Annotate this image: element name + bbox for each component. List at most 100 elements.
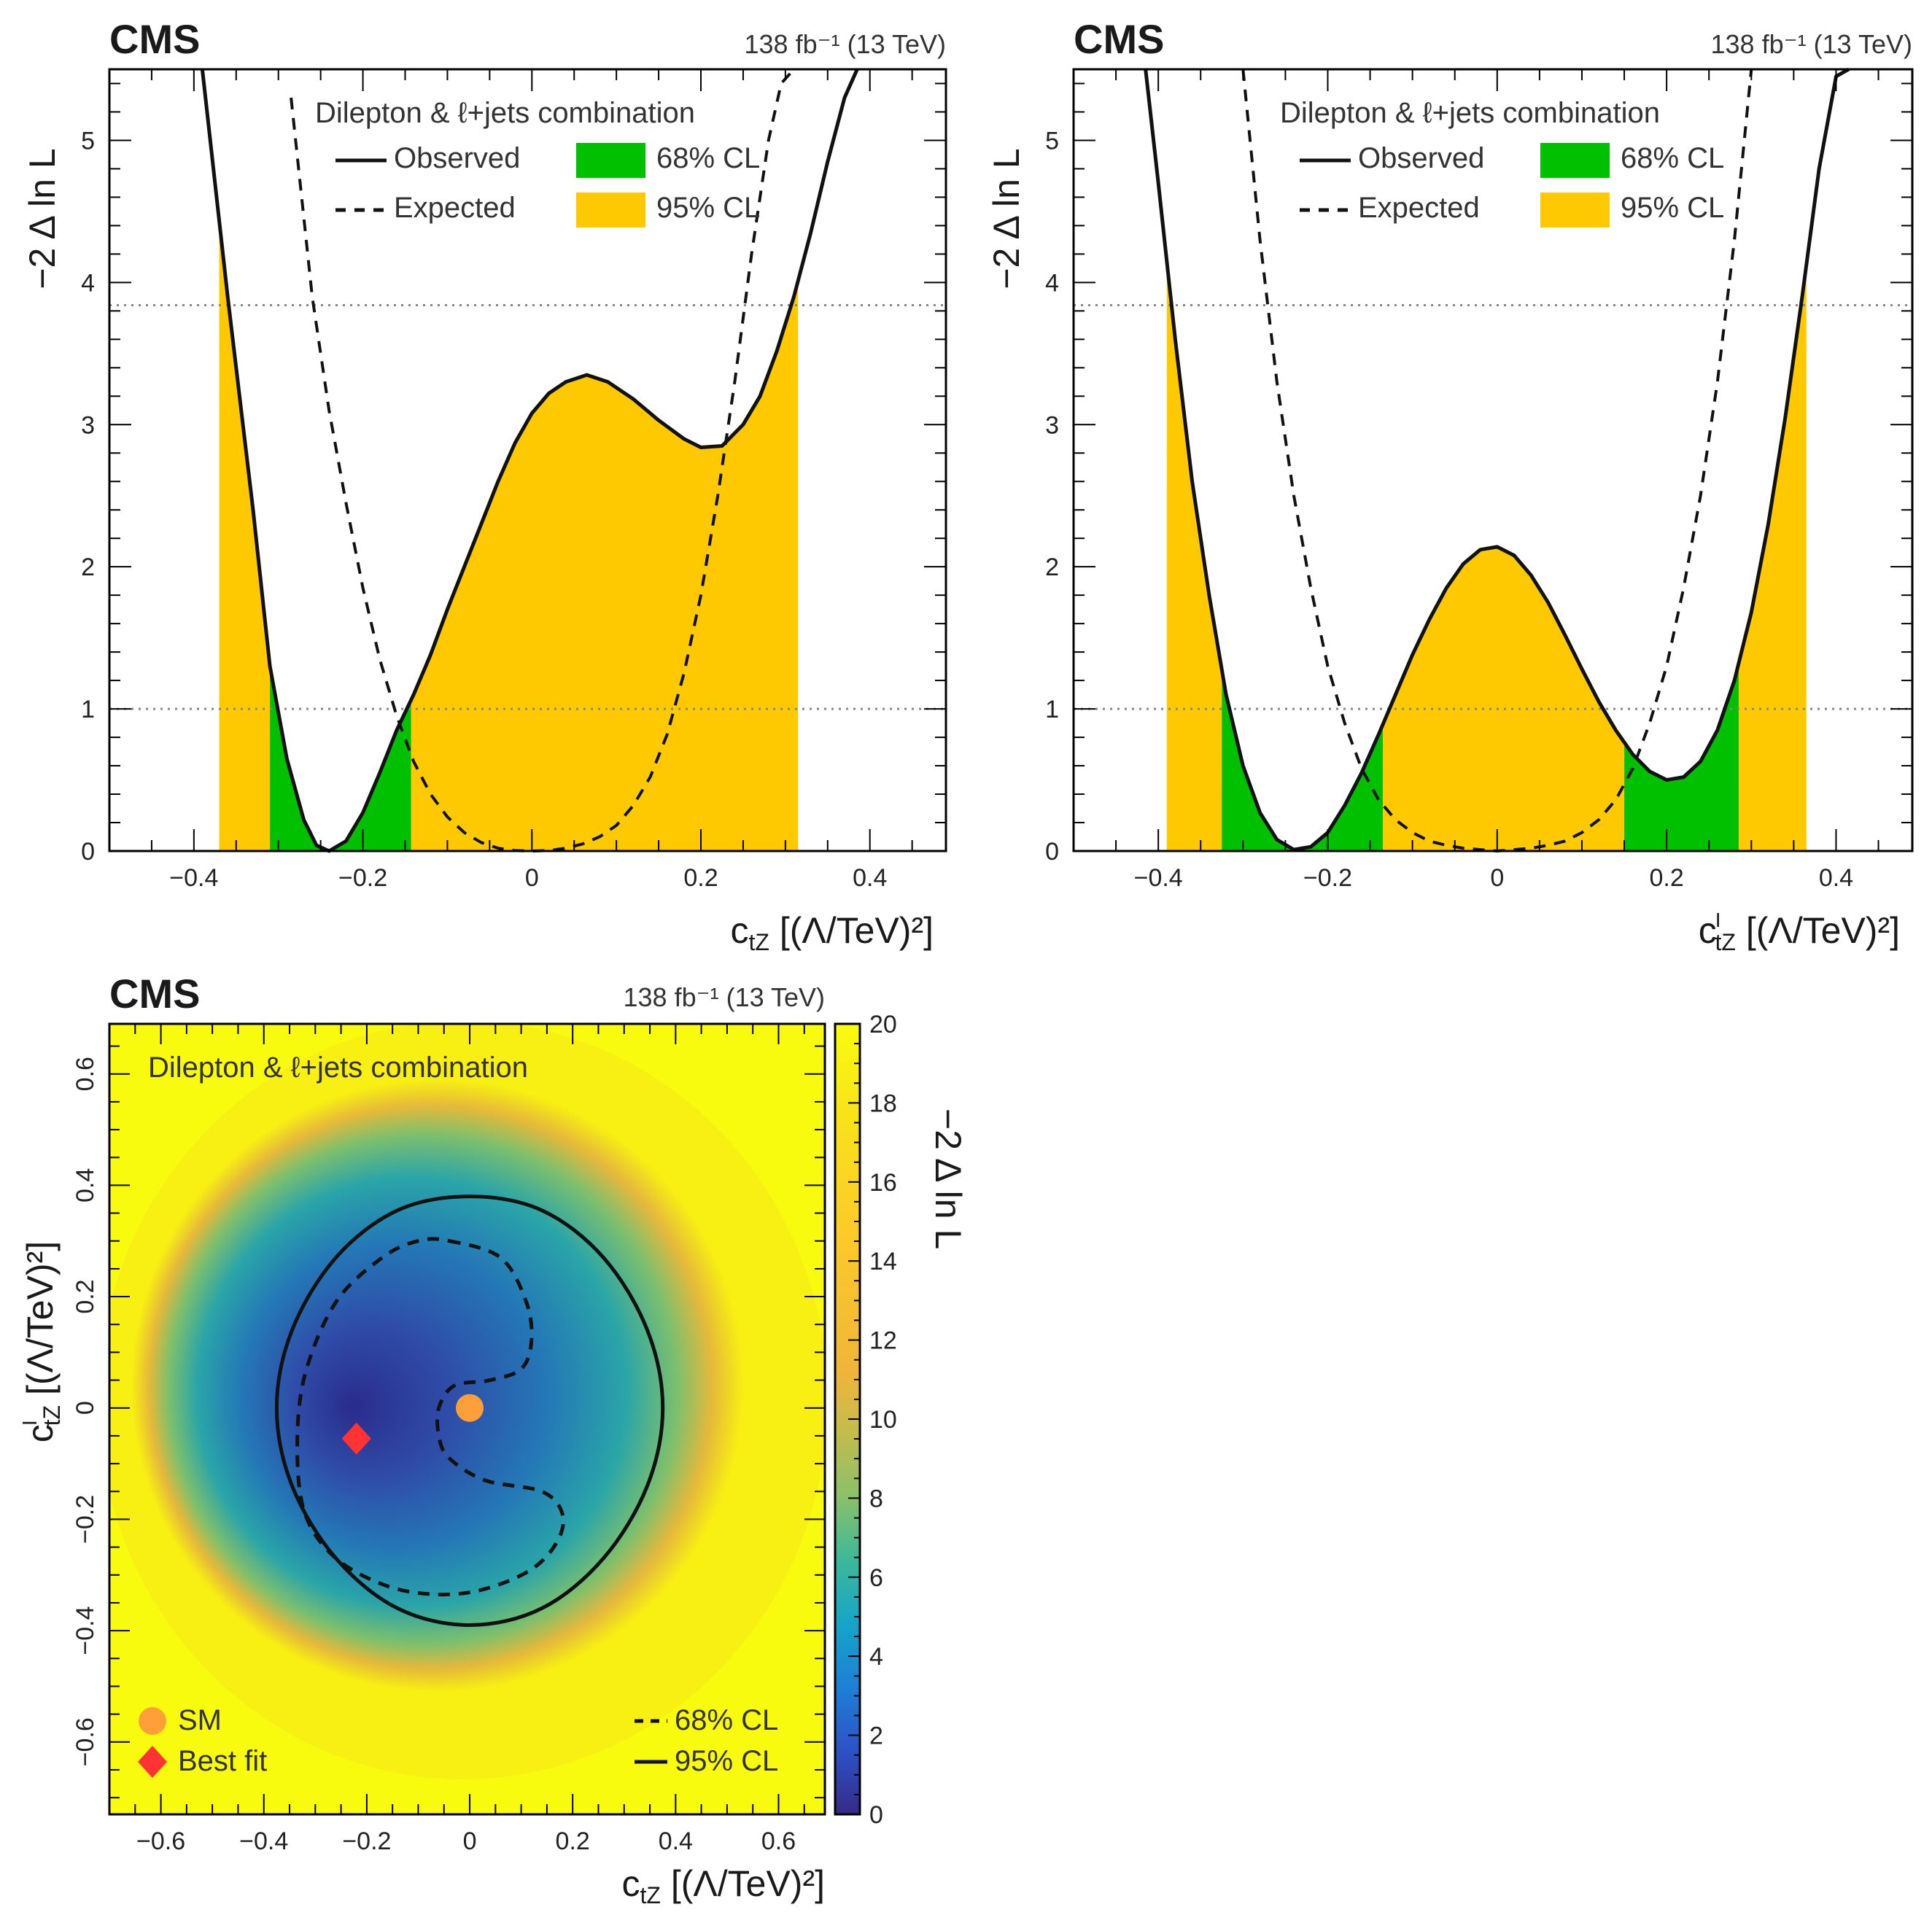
x-tick-label: −0.2 (342, 1827, 391, 1855)
colorbar-tick-label: 4 (869, 1643, 883, 1671)
x-title-sub: tZ (748, 929, 769, 955)
colorbar-ticks: 0 2 4 6 8 10 12 14 16 18 20 (848, 1011, 897, 1829)
y-title-unit: [(Λ/TeV)²] (20, 1241, 61, 1405)
x-tick-label: 0.2 (1649, 864, 1683, 892)
plot-frame (108, 68, 947, 852)
y-tick-label: 1 (1045, 696, 1059, 723)
y-tick-label: −0.6 (71, 1717, 99, 1766)
y-tick-label: 2 (1045, 553, 1059, 581)
x-title-unit: [(Λ/TeV)²] (661, 1863, 825, 1904)
threshold-lines (109, 304, 946, 710)
band-68cl-0 (270, 666, 411, 851)
colorbar-tick-label: 2 (869, 1722, 883, 1750)
plot-frame (108, 1022, 826, 1816)
lumi-label: 138 fb⁻¹ (13 TeV) (624, 982, 826, 1012)
y-title-main: c (20, 1424, 61, 1442)
band-95cl-0 (1166, 261, 1807, 852)
x-title-unit: [(Λ/TeV)²] (1736, 910, 1900, 951)
x-axis-ticks: −0.4 −0.2 0 0.2 0.4 (1073, 69, 1879, 892)
panel-2d-scan: CMS 138 fb⁻¹ (13 TeV) −0.6 −0.4 −0.2 0 0.2 0.… (18, 971, 969, 1908)
confidence-bands (1166, 261, 1807, 852)
lumi-label: 138 fb⁻¹ (13 TeV) (745, 29, 947, 59)
observed-curve (1144, 67, 1850, 852)
colorbar-tick-label: 14 (869, 1248, 897, 1275)
analysis-label: Dilepton & ℓ+jets combination (1280, 97, 1660, 129)
x-tick-label: −0.2 (1303, 864, 1352, 892)
legend-label: Observed (394, 142, 520, 174)
x-title-unit: [(Λ/TeV)²] (769, 910, 934, 951)
y-tick-label: −0.4 (71, 1607, 99, 1655)
x-tick-label: 0 (525, 864, 539, 892)
confidence-contours (274, 1194, 665, 1628)
x-tick-label: 0.4 (853, 864, 887, 892)
colorbar-tick-label: 18 (869, 1089, 897, 1117)
legend-label: 68% CL (1621, 142, 1724, 174)
legend-label: 68% CL (675, 1704, 778, 1736)
contour-68cl (295, 1237, 565, 1597)
x-tick-label: −0.6 (136, 1827, 185, 1855)
best-fit-point (341, 1422, 371, 1455)
legend: Observed Expected 68% CL 95% CL (335, 142, 760, 228)
x-tick-label: 0.2 (683, 864, 718, 892)
x-tick-label: 0 (1490, 864, 1504, 892)
lumi-label: 138 fb⁻¹ (13 TeV) (1711, 29, 1913, 59)
x-tick-label: −0.4 (239, 1827, 288, 1855)
cms-label: CMS (1074, 16, 1164, 62)
x-tick-label: −0.4 (169, 864, 218, 892)
confidence-bands (219, 220, 799, 851)
x-tick-label: 0.4 (1819, 864, 1853, 892)
legend-label: 95% CL (675, 1745, 778, 1777)
y-tick-label: 0 (71, 1401, 99, 1415)
x-axis-title: ctZ [(Λ/TeV)²] (621, 1863, 825, 1908)
x-tick-label: 0.6 (761, 1827, 796, 1855)
x-axis-ticks: −0.4 −0.2 0 0.2 0.4 (109, 69, 913, 892)
y-tick-label: 3 (1045, 411, 1059, 439)
x-tick-label: −0.2 (338, 864, 387, 892)
legend-label: Expected (1358, 192, 1480, 224)
contour-95cl (274, 1194, 665, 1628)
legend-swatch-95cl (576, 193, 645, 228)
y-axis-title: −2 Δ ln L (22, 148, 63, 289)
y-tick-label: 0.6 (71, 1057, 99, 1091)
x-axis-title: ctZ [(Λ/TeV)²] (730, 910, 934, 955)
cms-label: CMS (109, 16, 200, 62)
colorbar-tick-label: 20 (869, 1011, 897, 1038)
panel-left-likelihood-scan: CMS 138 fb⁻¹ (13 TeV) −0.4 −0.2 0 0.2 0.4 0 1… (22, 16, 947, 955)
threshold-lines (1074, 304, 1912, 710)
x-tick-label: 0.2 (556, 1827, 590, 1855)
colorbar-tick-label: 10 (869, 1406, 897, 1434)
expected-curve (290, 68, 795, 852)
markers (341, 1394, 484, 1455)
y-tick-label: 3 (81, 411, 95, 439)
band-68cl-1 (1624, 663, 1739, 851)
legend-sm-marker (139, 1707, 166, 1735)
legend-contours: 68% CL 95% CL (635, 1704, 778, 1777)
legend-label: 95% CL (1621, 192, 1724, 224)
band-68cl-0 (1222, 669, 1383, 851)
analysis-label: Dilepton & ℓ+jets combination (315, 97, 695, 129)
legend-label: Best fit (178, 1745, 267, 1777)
colorbar-tick-label: 6 (869, 1564, 883, 1592)
x-tick-label: 0 (463, 1827, 477, 1855)
likelihood-curves (200, 68, 859, 853)
x-title-sub: tZ (1715, 929, 1735, 955)
colorbar-tick-label: 12 (869, 1327, 897, 1355)
legend-markers: SM Best fit (138, 1704, 267, 1778)
x-axis-title: cI tZ [(Λ/TeV)²] (1699, 909, 1900, 955)
legend-swatch-68cl (1540, 143, 1610, 178)
y-tick-label: 0.2 (71, 1279, 99, 1313)
analysis-label: Dilepton & ℓ+jets combination (148, 1052, 528, 1084)
colorbar-tick-label: 0 (869, 1801, 883, 1829)
legend-label: 68% CL (656, 142, 760, 174)
y-axis-ticks: 0 1 2 3 4 5 (1045, 82, 1912, 866)
x-title-sup: I (1715, 909, 1721, 931)
y-tick-label: 5 (1045, 127, 1059, 155)
legend-swatch-95cl (1540, 193, 1610, 228)
colorbar-tick-label: 8 (869, 1485, 883, 1512)
legend-best-fit-marker (138, 1746, 167, 1778)
legend-label: 95% CL (656, 192, 760, 224)
band-95cl-0 (219, 220, 799, 851)
y-axis-title: −2 Δ ln L (986, 148, 1027, 289)
plot-frame (1072, 68, 1914, 852)
